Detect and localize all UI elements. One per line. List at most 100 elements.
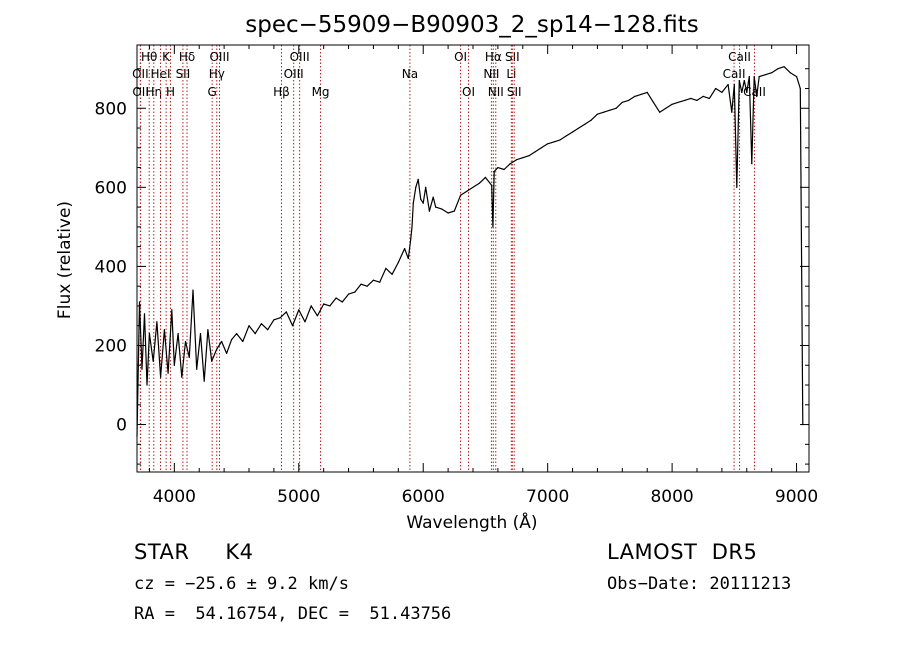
flux-point-77 [493, 170, 495, 173]
line-marker-label-15: Mg [312, 85, 330, 99]
flux-point-89 [565, 135, 567, 137]
flux-point-87 [553, 141, 555, 143]
flux-point-112 [708, 97, 711, 99]
line-marker-label-4: HeI [151, 67, 171, 81]
line-marker-label-23: SII [505, 50, 520, 64]
flux-point-45 [348, 293, 350, 295]
x-tick-label-5: 9000 [775, 487, 818, 507]
flux-point-40 [316, 315, 318, 317]
chart-title: spec−55909−B90903_2_sp14−128.fits [245, 12, 699, 38]
flux-point-123 [748, 76, 750, 78]
flux-point-68 [447, 212, 449, 214]
flux-point-31 [260, 323, 262, 325]
flux-point-88 [559, 139, 561, 141]
flux-point-9 [163, 329, 165, 331]
line-marker-label-21: Hα [485, 50, 502, 64]
flux-point-134 [799, 87, 801, 90]
flux-point-107 [677, 101, 679, 103]
flux-point-96 [609, 109, 611, 111]
flux-point-6 [152, 360, 154, 362]
line-marker-label-6: H [166, 85, 175, 99]
flux-point-93 [590, 119, 592, 121]
flux-point-55 [407, 257, 409, 260]
flux-point-23 [216, 348, 218, 350]
flux-point-8 [160, 376, 162, 378]
flux-point-72 [472, 186, 474, 188]
flux-point-106 [671, 103, 673, 105]
line-marker-label-20: NII [488, 85, 504, 99]
line-marker-label-12: Hβ [273, 85, 290, 99]
flux-point-132 [789, 72, 791, 74]
y-tick-label-4: 800 [95, 99, 127, 119]
flux-point-5 [148, 333, 150, 335]
flux-point-44 [341, 301, 343, 303]
flux-point-110 [696, 99, 698, 101]
flux-point-95 [603, 111, 605, 113]
flux-point-36 [292, 325, 294, 327]
flux-point-64 [428, 210, 430, 212]
flux-point-1 [138, 301, 141, 303]
flux-point-109 [690, 97, 692, 99]
flux-point-126 [756, 95, 758, 97]
flux-point-4 [146, 384, 148, 386]
x-tick-label-2: 6000 [402, 487, 445, 507]
flux-point-99 [628, 99, 630, 101]
line-marker-label-2: OII [132, 85, 149, 99]
axes: 4000 5000 6000 7000 8000 9000 0 200 400 600 800 [95, 45, 818, 507]
flux-series [136, 66, 804, 437]
spectral-line-markers: HθOIIOIIHηHeIKHSIIHδGHγOIIIHβOIIIOIIIMgN… [132, 45, 766, 472]
flux-point-49 [372, 279, 374, 281]
x-tick-label-1: 5000 [277, 487, 320, 507]
x-tick-label-4: 8000 [650, 487, 693, 507]
flux-point-101 [640, 93, 642, 95]
flux-point-7 [156, 321, 158, 323]
flux-point-47 [360, 283, 362, 285]
redshift-label: cz = −25.6 ± 9.2 km/s [134, 574, 349, 594]
flux-point-129 [771, 72, 773, 74]
x-tick-label-0: 4000 [153, 487, 196, 507]
flux-point-15 [184, 340, 187, 343]
line-marker-label-11: OIII [209, 50, 229, 64]
flux-point-128 [764, 74, 767, 76]
flux-point-2 [141, 368, 143, 370]
flux-point-104 [659, 111, 661, 113]
flux-point-85 [540, 147, 543, 149]
flux-point-124 [751, 163, 753, 165]
y-tick-label-0: 0 [116, 416, 127, 436]
x-axis-label: Wavelength (Å) [406, 511, 537, 533]
flux-point-108 [684, 99, 686, 101]
flux-point-127 [758, 76, 760, 78]
flux-point-97 [615, 107, 617, 109]
flux-point-41 [323, 303, 325, 305]
y-tick-label-2: 400 [95, 257, 127, 277]
line-marker-label-9: G [208, 85, 217, 99]
line-marker-label-17: OI [454, 50, 467, 64]
plot-frame [136, 44, 810, 473]
flux-point-16 [188, 356, 190, 358]
flux-point-32 [267, 329, 269, 331]
flux-point-91 [578, 127, 580, 129]
spectrum-chart: spec−55909−B90903_2_sp14−128.fits Hθ OII O… [55, 12, 818, 533]
flux-point-30 [254, 333, 256, 335]
flux-point-54 [404, 248, 406, 250]
flux-point-3 [143, 313, 146, 315]
flux-line-0 [136, 66, 804, 437]
flux-point-37 [298, 309, 300, 311]
flux-point-48 [366, 285, 368, 287]
flux-point-53 [397, 261, 399, 264]
flux-point-60 [417, 178, 419, 180]
flux-point-71 [466, 190, 468, 192]
line-marker-label-5: K [162, 50, 171, 64]
flux-point-29 [248, 325, 250, 327]
line-marker-label-3: Hη [145, 85, 162, 99]
flux-point-43 [335, 297, 337, 299]
flux-point-80 [509, 163, 511, 165]
flux-point-83 [528, 155, 530, 157]
flux-point-13 [177, 333, 179, 335]
flux-point-116 [731, 111, 733, 113]
flux-point-57 [411, 226, 413, 228]
y-tick-label-1: 200 [95, 336, 127, 356]
flux-point-25 [226, 352, 228, 354]
line-marker-label-25: CaII [723, 67, 746, 81]
object-class-label: STAR K4 [134, 540, 254, 564]
